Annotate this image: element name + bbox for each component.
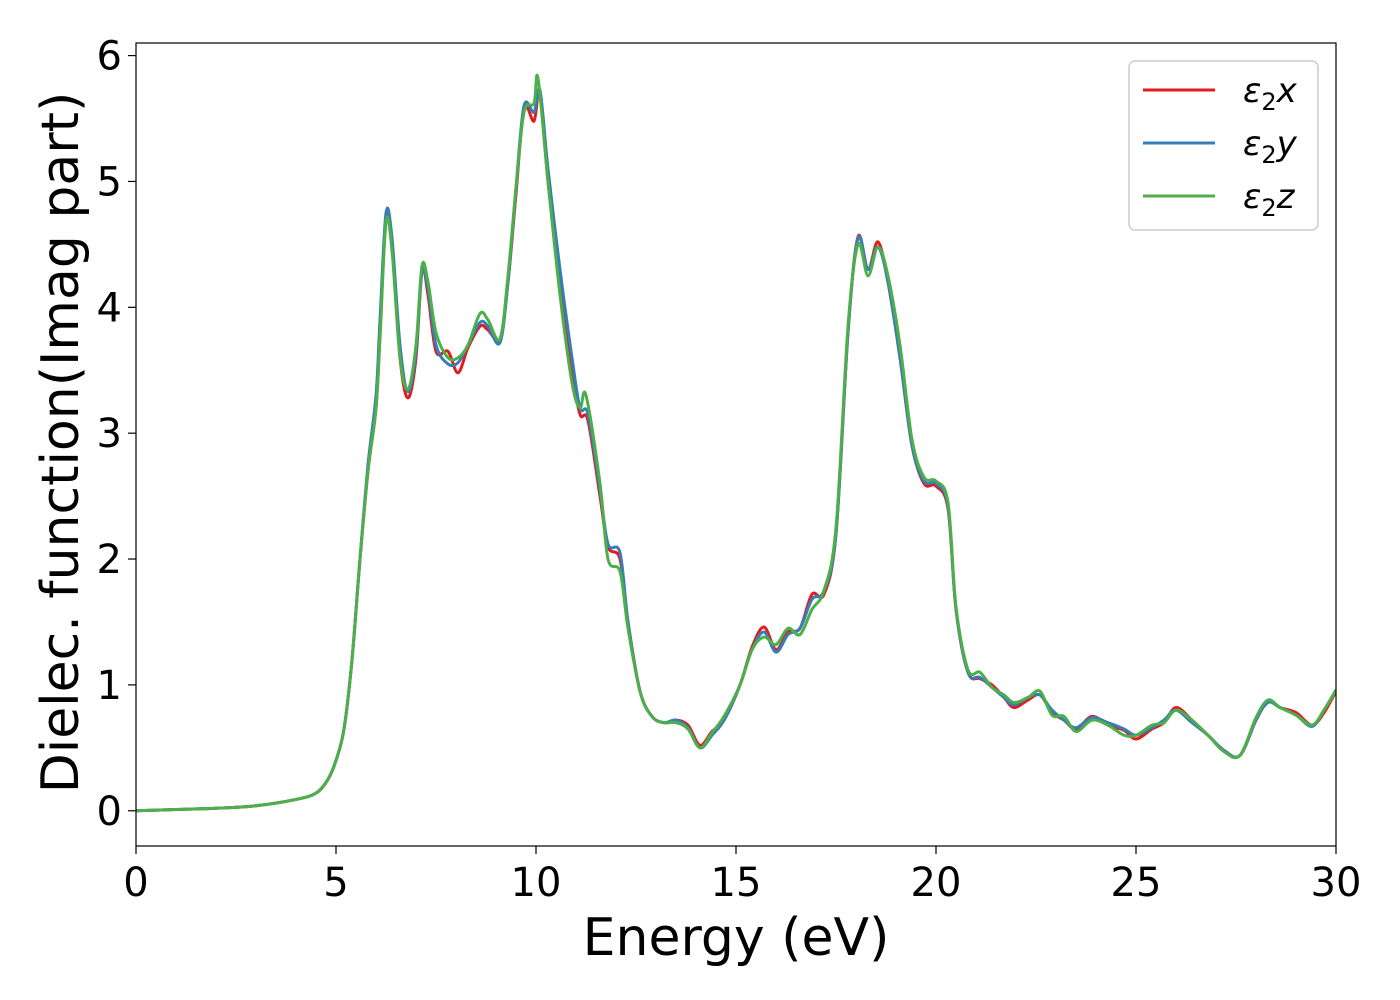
ticks: 0 5 10 15 20 25 30 0 1 2 3 4 5 6 — [97, 34, 1362, 906]
y-tick-label: 1 — [97, 663, 122, 709]
legend: ε2x ε2y ε2z — [1128, 60, 1319, 231]
series-line-z — [136, 73, 1336, 813]
series-lines — [136, 73, 1336, 813]
legend-label-y: ε2y — [1243, 124, 1298, 169]
y-tick-label: 4 — [97, 285, 122, 331]
x-tick-label: 15 — [711, 860, 762, 906]
y-tick-label: 0 — [97, 789, 122, 835]
y-tick-label: 3 — [97, 411, 122, 457]
y-tick-label: 2 — [97, 537, 122, 583]
x-axis-title: Energy (eV) — [583, 908, 890, 968]
legend-label-z: ε2z — [1243, 177, 1296, 222]
plot-frame — [135, 42, 1337, 847]
legend-label-x: ε2x — [1243, 71, 1298, 116]
x-tick-label: 10 — [511, 860, 562, 906]
x-tick-label: 30 — [1311, 860, 1362, 906]
y-tick-label: 6 — [97, 34, 122, 80]
x-tick-label: 5 — [323, 860, 348, 906]
x-tick-label: 0 — [123, 860, 148, 906]
x-tick-label: 20 — [911, 860, 962, 906]
x-tick-label: 25 — [1111, 860, 1162, 906]
y-tick-label: 5 — [97, 159, 122, 205]
legend-box — [1128, 60, 1319, 231]
y-axis-title: Dielec. function(Imag part) — [31, 92, 91, 794]
